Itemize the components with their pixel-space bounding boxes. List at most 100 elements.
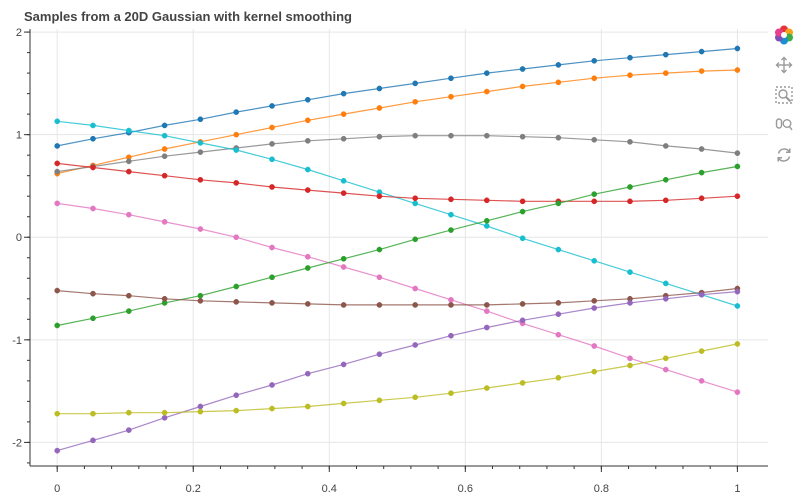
y-tick-label: -1 <box>12 335 22 347</box>
data-point <box>734 193 741 200</box>
data-point <box>197 176 204 183</box>
data-point <box>412 342 419 348</box>
series-line <box>57 69 738 175</box>
data-point <box>233 147 240 153</box>
data-point <box>269 103 275 109</box>
y-tick-label: -2 <box>12 437 22 449</box>
data-point <box>376 105 383 111</box>
data-point <box>519 301 526 307</box>
chart-title: Samples from a 20D Gaussian with kernel … <box>24 9 352 24</box>
data-point <box>412 236 419 243</box>
data-point <box>54 143 61 149</box>
data-point <box>54 168 61 175</box>
data-point <box>90 290 96 297</box>
data-point <box>519 66 526 72</box>
x-tick-label: 0.4 <box>322 483 337 495</box>
y-tick-label: 2 <box>16 27 22 39</box>
box-zoom-icon[interactable] <box>773 84 795 106</box>
bokeh-logo-icon[interactable] <box>773 24 795 46</box>
data-point <box>698 378 705 384</box>
data-point <box>555 311 562 318</box>
data-point <box>627 184 633 190</box>
data-point <box>269 184 275 190</box>
data-point <box>233 109 240 115</box>
data-point <box>519 208 526 215</box>
data-point <box>698 48 705 55</box>
data-point <box>269 244 275 251</box>
data-point <box>54 447 61 454</box>
data-point <box>233 392 240 399</box>
data-point <box>662 295 669 302</box>
data-point <box>233 180 240 186</box>
data-point <box>90 164 96 171</box>
data-point <box>340 400 347 407</box>
pan-icon[interactable] <box>773 54 795 76</box>
data-point <box>340 264 347 270</box>
data-point <box>555 62 562 68</box>
series-line <box>57 47 738 147</box>
data-point <box>269 405 275 412</box>
data-point <box>54 200 61 207</box>
data-point <box>591 75 598 82</box>
data-point <box>591 343 598 349</box>
data-point <box>591 191 598 198</box>
data-point <box>627 54 633 61</box>
data-point <box>591 257 598 264</box>
reset-icon[interactable] <box>773 144 795 166</box>
data-point <box>54 160 61 167</box>
data-point <box>734 341 741 347</box>
data-point <box>161 153 168 160</box>
data-point <box>376 351 383 358</box>
x-tick-label: 0.6 <box>458 483 473 495</box>
data-point <box>627 300 633 306</box>
data-point <box>340 177 347 184</box>
data-point <box>734 150 741 156</box>
data-point <box>161 295 168 302</box>
data-point <box>698 195 705 202</box>
data-point <box>90 205 96 212</box>
data-point <box>698 146 705 152</box>
data-point <box>483 308 490 314</box>
data-point <box>662 355 669 362</box>
data-point <box>555 79 562 86</box>
wheel-zoom-icon[interactable] <box>773 114 795 136</box>
data-point <box>340 90 347 97</box>
data-point <box>448 93 454 100</box>
data-point <box>448 227 454 233</box>
data-point <box>304 265 311 271</box>
data-point <box>125 211 132 218</box>
data-point <box>555 246 562 253</box>
data-point <box>519 380 526 386</box>
data-point <box>627 138 633 145</box>
data-point <box>161 414 168 421</box>
data-point <box>734 45 741 52</box>
data-point <box>483 217 490 224</box>
data-point <box>627 72 633 79</box>
data-point <box>412 80 419 87</box>
data-point <box>161 409 168 416</box>
series-line <box>57 165 738 327</box>
data-point <box>304 370 311 377</box>
data-point <box>555 200 562 207</box>
data-point <box>233 283 240 290</box>
data-point <box>448 296 454 303</box>
data-point <box>662 366 669 373</box>
data-point <box>627 355 633 362</box>
data-point <box>125 427 132 433</box>
data-point <box>340 255 347 262</box>
data-point <box>483 70 490 76</box>
data-point <box>125 292 132 299</box>
series-line <box>57 291 738 452</box>
data-point <box>698 348 705 354</box>
x-tick-label: 0 <box>54 483 60 495</box>
data-point <box>627 198 633 205</box>
data-point <box>376 133 383 140</box>
data-point <box>233 299 240 305</box>
data-point <box>340 361 347 368</box>
data-point <box>734 163 741 170</box>
data-point <box>662 70 669 76</box>
data-point <box>304 301 311 307</box>
data-point <box>734 389 741 395</box>
series-line <box>57 135 738 173</box>
